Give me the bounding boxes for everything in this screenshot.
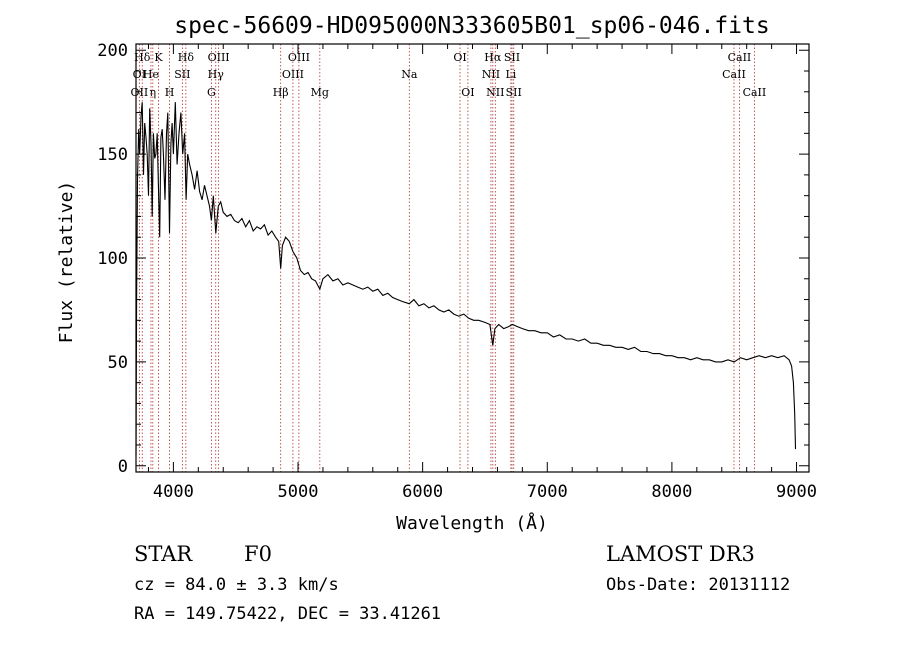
line-label: K bbox=[154, 51, 163, 64]
x-axis-label: Wavelength (Å) bbox=[396, 512, 548, 534]
x-axis-ticks: 4000 5000 6000 7000 8000 9000 bbox=[147, 44, 817, 502]
line-label: OIII bbox=[288, 51, 310, 64]
subclass: F0 bbox=[244, 542, 272, 566]
line-label: Na bbox=[401, 68, 418, 81]
line-label: NII bbox=[482, 68, 500, 81]
y-axis-label: Flux (relative) bbox=[56, 181, 77, 344]
line-label: SII bbox=[174, 68, 190, 81]
x-tick-label: 6000 bbox=[402, 482, 443, 502]
line-label: SII bbox=[506, 86, 522, 99]
velocity-readout: cz = 84.0 ± 3.3 km/s bbox=[134, 575, 339, 595]
emission-line-markers bbox=[138, 44, 755, 472]
x-tick-label: 7000 bbox=[527, 482, 568, 502]
x-tick-label: 9000 bbox=[776, 482, 817, 502]
line-label: η bbox=[150, 86, 157, 99]
line-label: Hβ bbox=[273, 86, 289, 99]
line-label: Hα bbox=[484, 51, 502, 64]
line-label: H bbox=[165, 86, 175, 99]
line-label: OIII bbox=[282, 68, 304, 81]
line-label: OII bbox=[131, 86, 149, 99]
line-label: He bbox=[143, 68, 159, 81]
line-label: SII bbox=[504, 51, 520, 64]
line-label: OIII bbox=[208, 51, 230, 64]
line-label: OI bbox=[461, 86, 474, 99]
line-label: Hγ bbox=[208, 68, 225, 81]
y-tick-label: 50 bbox=[108, 353, 128, 373]
line-label: OI bbox=[453, 51, 466, 64]
x-tick-label: 8000 bbox=[651, 482, 692, 502]
chart-title: spec-56609-HD095000N333605B01_sp06-046.f… bbox=[174, 13, 769, 39]
obs-date: Obs-Date: 20131112 bbox=[606, 575, 790, 595]
line-label: Li bbox=[505, 68, 516, 81]
y-tick-label: 100 bbox=[97, 249, 128, 269]
line-label: NII bbox=[486, 86, 504, 99]
plot-frame bbox=[135, 43, 810, 473]
x-tick-label: 5000 bbox=[278, 482, 319, 502]
line-label: Mg bbox=[311, 86, 329, 99]
line-label: G bbox=[207, 86, 216, 99]
object-type: STAR bbox=[134, 542, 193, 566]
y-tick-label: 200 bbox=[97, 41, 128, 61]
line-label: Hδ bbox=[178, 51, 195, 64]
y-tick-label: 150 bbox=[97, 145, 128, 165]
coordinates: RA = 149.75422, DEC = 33.41261 bbox=[134, 604, 441, 624]
line-label: CaII bbox=[728, 51, 752, 64]
y-axis-ticks: 0 50 100 150 200 bbox=[97, 41, 809, 477]
flux-series bbox=[135, 102, 797, 456]
y-tick-label: 0 bbox=[118, 457, 128, 477]
line-label: CaII bbox=[722, 68, 746, 81]
line-label: Hδ bbox=[134, 51, 151, 64]
x-tick-label: 4000 bbox=[153, 482, 194, 502]
line-label: CaII bbox=[743, 86, 767, 99]
survey-name: LAMOST DR3 bbox=[606, 542, 755, 566]
